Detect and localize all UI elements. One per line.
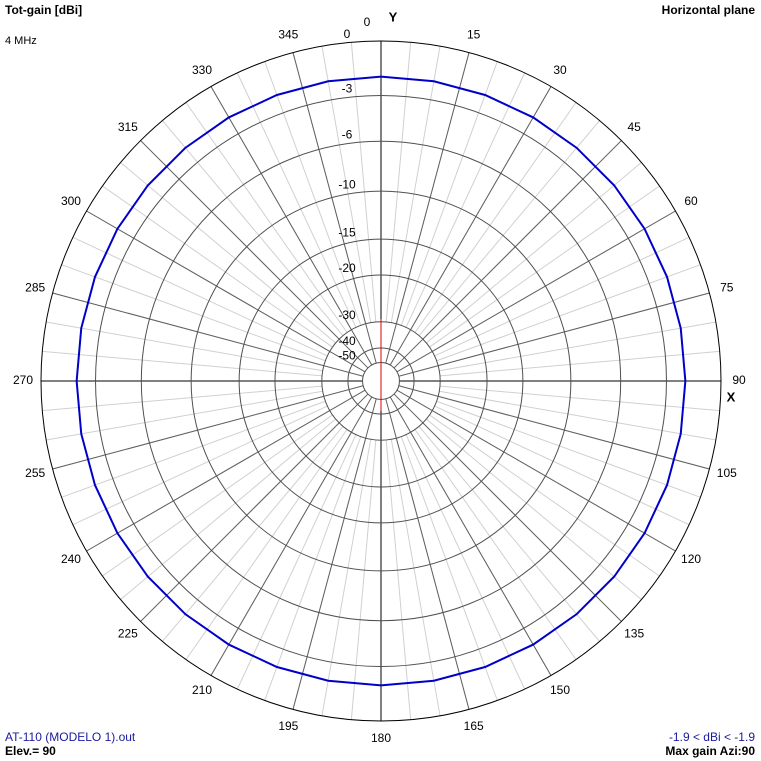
frequency: 4 MHz: [5, 35, 37, 47]
angle-tick-label: 90: [732, 373, 746, 387]
minor-spoke: [434, 236, 690, 357]
angle-tick-label: 30: [553, 63, 567, 77]
angle-tick-label: 315: [118, 120, 138, 134]
angle-tick-label: 105: [717, 466, 737, 480]
spoke: [292, 398, 377, 710]
minor-spoke: [61, 400, 326, 498]
angle-tick-label: 330: [192, 63, 212, 77]
angle-tick-label: 195: [278, 719, 298, 733]
max-gain: Max gain Azi:90: [665, 744, 755, 758]
minor-spoke: [162, 120, 344, 336]
pattern-line: [75, 75, 687, 687]
spoke: [396, 210, 676, 373]
spoke: [86, 389, 366, 552]
file-name: AT-110 (MODELO 1).out: [5, 730, 136, 744]
angle-tick-label: 285: [25, 281, 45, 295]
r-tick-label: -15: [338, 225, 356, 239]
gain-range: -1.9 < dBi < -1.9: [669, 730, 755, 744]
spoke: [210, 86, 373, 366]
minor-spoke: [120, 162, 336, 344]
angle-tick-label: 255: [25, 466, 45, 480]
r-tick-label: -20: [338, 261, 356, 275]
chart-subtitle: Horizontal plane: [662, 3, 756, 17]
angle-tick-label: 180: [371, 731, 391, 745]
grid-circle: [238, 238, 524, 524]
minor-spoke: [400, 436, 498, 701]
spoke: [393, 140, 622, 369]
r-tick-label: -40: [338, 334, 356, 348]
angle-tick-label: 15: [467, 27, 481, 41]
minor-spoke: [162, 426, 344, 642]
spoke: [86, 210, 366, 373]
r-tick-label: -3: [342, 82, 353, 96]
angle-tick-label: 0: [364, 15, 371, 29]
r-tick-label: -30: [338, 308, 356, 322]
grid: [40, 40, 722, 722]
grid-circle: [140, 140, 622, 622]
spoke: [140, 393, 369, 622]
x-axis-label: X: [727, 389, 736, 404]
minor-spoke: [236, 434, 357, 690]
angle-tick-label: 45: [627, 120, 641, 134]
minor-spoke: [405, 434, 526, 690]
minor-spoke: [264, 436, 362, 701]
elevation: Elev.= 90: [5, 744, 56, 758]
minor-spoke: [426, 418, 642, 600]
angle-tick-label: 270: [13, 373, 33, 387]
minor-spoke: [405, 72, 526, 328]
spoke: [396, 389, 676, 552]
grid-circle: [40, 40, 722, 722]
minor-spoke: [61, 264, 326, 362]
r-tick-label: -10: [338, 177, 356, 191]
spoke: [210, 396, 373, 676]
spoke: [52, 292, 364, 377]
r-tick-label: -6: [342, 127, 353, 141]
chart-title: Tot-gain [dBi]: [5, 3, 82, 17]
spoke: [385, 52, 470, 364]
minor-spoke: [264, 61, 362, 326]
spoke: [389, 396, 552, 676]
grid-circle: [274, 274, 488, 488]
minor-spoke: [72, 236, 328, 357]
grid-circle: [190, 190, 572, 572]
minor-spoke: [418, 120, 600, 336]
spoke: [292, 52, 377, 364]
minor-spoke: [72, 405, 328, 526]
minor-spoke: [236, 72, 357, 328]
angle-tick-label: 345: [278, 27, 298, 41]
angle-tick-label: 165: [464, 719, 484, 733]
minor-spoke: [120, 418, 336, 600]
minor-spoke: [434, 405, 690, 526]
grid-circle: [95, 95, 667, 667]
angle-tick-label: 75: [720, 281, 734, 295]
angle-tick-label: 210: [192, 683, 212, 697]
spoke: [393, 393, 622, 622]
angle-tick-label: 120: [681, 552, 701, 566]
spoke: [398, 385, 710, 470]
r-tick-label: 0: [344, 27, 351, 41]
minor-spoke: [436, 264, 701, 362]
spoke: [52, 385, 364, 470]
spoke: [389, 86, 552, 366]
angle-tick-label: 135: [624, 626, 644, 640]
angle-tick-label: 240: [61, 552, 81, 566]
minor-spoke: [436, 400, 701, 498]
y-axis-label: Y: [389, 9, 398, 24]
minor-spoke: [426, 162, 642, 344]
minor-spoke: [418, 426, 600, 642]
spoke: [385, 398, 470, 710]
angle-tick-label: 300: [61, 194, 81, 208]
minor-spoke: [400, 61, 498, 326]
angle-tick-label: 60: [684, 194, 698, 208]
spoke: [398, 292, 710, 377]
r-tick-label: -50: [338, 349, 356, 363]
spoke: [140, 140, 369, 369]
angle-tick-label: 150: [550, 683, 570, 697]
angle-tick-label: 225: [118, 626, 138, 640]
